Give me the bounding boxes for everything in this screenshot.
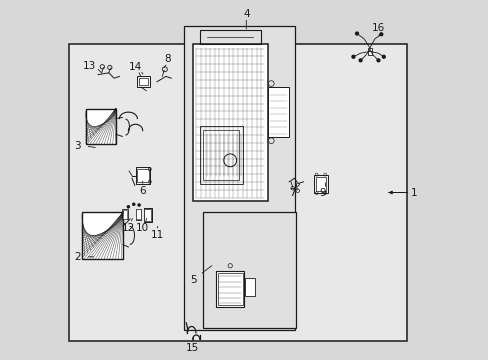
Bar xyxy=(315,177,325,191)
Bar xyxy=(82,212,123,258)
Text: 7: 7 xyxy=(289,188,295,198)
Circle shape xyxy=(138,204,140,206)
Circle shape xyxy=(382,55,385,58)
Text: 12: 12 xyxy=(122,223,135,233)
Text: 6: 6 xyxy=(139,186,146,196)
Bar xyxy=(144,209,151,221)
Bar xyxy=(135,167,149,184)
Text: 9: 9 xyxy=(319,188,325,198)
Bar xyxy=(183,26,294,330)
Bar xyxy=(136,209,140,219)
Bar xyxy=(143,208,151,222)
Text: 3: 3 xyxy=(74,141,81,151)
Bar xyxy=(313,175,327,193)
Circle shape xyxy=(379,33,382,36)
Text: 1: 1 xyxy=(410,188,417,198)
Bar xyxy=(122,209,128,219)
Circle shape xyxy=(376,59,379,62)
Bar xyxy=(192,44,267,202)
Bar xyxy=(216,271,244,307)
Text: 5: 5 xyxy=(190,275,197,285)
Bar xyxy=(69,44,406,341)
Bar xyxy=(217,273,242,305)
Bar xyxy=(136,169,148,182)
Text: 8: 8 xyxy=(164,54,171,64)
Bar xyxy=(123,210,127,219)
Bar xyxy=(203,212,296,328)
Text: 15: 15 xyxy=(186,343,199,353)
Circle shape xyxy=(358,59,361,62)
Text: 13: 13 xyxy=(82,61,96,71)
Circle shape xyxy=(127,206,129,208)
Circle shape xyxy=(355,32,358,35)
Bar xyxy=(137,76,149,87)
Bar xyxy=(367,48,371,55)
Bar xyxy=(85,109,116,144)
Bar xyxy=(200,126,242,184)
Circle shape xyxy=(351,55,354,58)
Bar xyxy=(244,278,255,296)
Text: 11: 11 xyxy=(150,230,163,240)
Text: 4: 4 xyxy=(243,9,249,19)
Bar xyxy=(135,208,141,220)
Text: 10: 10 xyxy=(136,223,149,233)
Text: 16: 16 xyxy=(371,23,384,33)
Text: 2: 2 xyxy=(74,252,81,262)
Text: 14: 14 xyxy=(129,63,142,72)
Bar xyxy=(203,130,239,180)
Bar xyxy=(139,78,148,85)
Circle shape xyxy=(132,203,135,205)
Bar xyxy=(267,87,288,137)
